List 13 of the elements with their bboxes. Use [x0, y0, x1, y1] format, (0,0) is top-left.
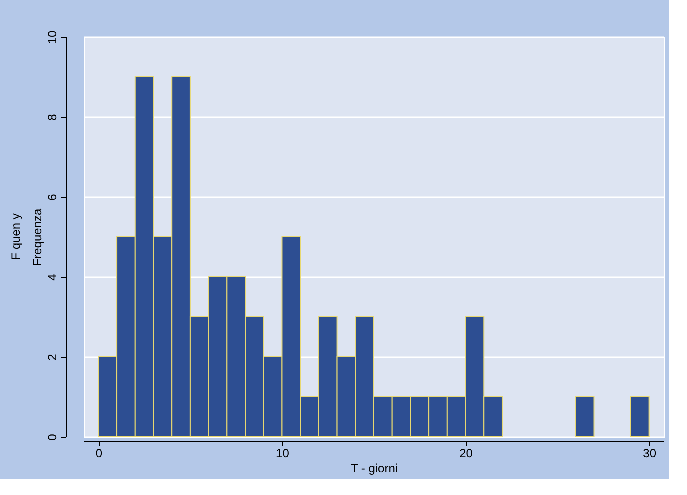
x-tick-label: 0 [96, 446, 103, 460]
y-tick-label: 10 [46, 30, 60, 44]
y-tick-label: 2 [46, 354, 60, 361]
y-tick-label: 0 [46, 434, 60, 441]
x-tick-label: 10 [276, 446, 290, 460]
text: F quen y [9, 214, 23, 260]
x-tick-label: 30 [643, 446, 657, 460]
x-tick-label: 20 [460, 446, 474, 460]
y-axis-title: Frequenza [30, 208, 44, 266]
x-axis-title: T - giorni [350, 462, 398, 476]
y-tick-label: 6 [46, 194, 60, 201]
y-tick-label: 4 [46, 274, 60, 281]
y-tick-label: 8 [46, 114, 60, 121]
